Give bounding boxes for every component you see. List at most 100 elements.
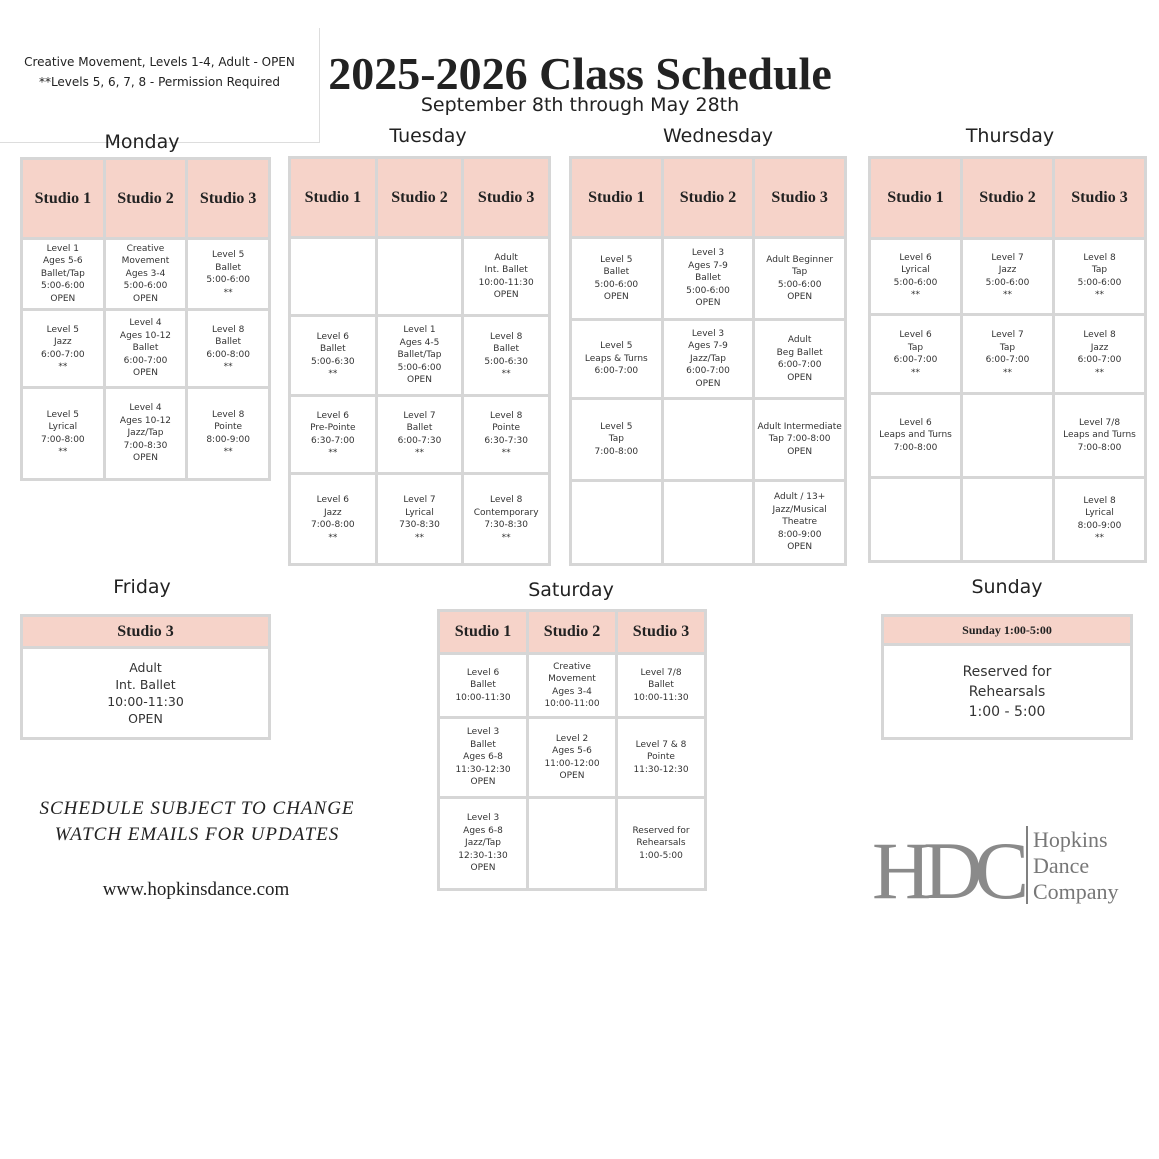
class-cell: Level 5 Jazz 6:00-7:00 ** [20, 308, 106, 389]
class-cell: Level 7 Ballet 6:00-7:30 ** [374, 394, 465, 475]
time-slot-row: Level 6 Leaps and Turns 7:00-8:00 Level 7… [868, 392, 1147, 479]
time-slot-row: Level 3 Ballet Ages 6-8 11:30-12:30 OPEN… [437, 716, 707, 799]
schedule-table-friday: Studio 3 Adult Int. Ballet 10:00-11:30 OP… [20, 614, 271, 740]
class-cell: Level 3 Ages 7-9 Jazz/Tap 6:00-7:00 OPEN [660, 318, 756, 400]
studio-header: Studio 3 [615, 609, 707, 655]
svg-text:HDC: HDC [872, 825, 1025, 908]
class-cell: Adult Beginner Tap 5:00-6:00 OPEN [752, 236, 847, 321]
studio-header-row: Studio 1 Studio 2 Studio 3 [20, 157, 271, 240]
class-cell: Level 3 Ballet Ages 6-8 11:30-12:30 OPEN [437, 716, 529, 799]
class-cell: Level 3 Ages 7-9 Ballet 5:00-6:00 OPEN [660, 236, 756, 321]
day-label-wednesday: Wednesday [662, 125, 773, 147]
class-cell: Creative Movement Ages 3-4 10:00-11:00 [526, 652, 618, 719]
studio-header: Studio 3 [461, 156, 551, 239]
schedule-table-thursday: Studio 1 Studio 2 Studio 3 Level 6 Lyrical … [868, 156, 1147, 563]
class-cell: Level 5 Tap 7:00-8:00 [569, 397, 664, 482]
class-cell: Level 7/8 Leaps and Turns 7:00-8:00 [1052, 392, 1147, 479]
studio-header: Sunday 1:00-5:00 [881, 614, 1133, 646]
studio-header: Studio 3 [185, 157, 271, 240]
enrollment-note: Creative Movement, Levels 1-4, Adult - O… [0, 28, 320, 143]
class-cell: Level 7 Lyrical 730-8:30 ** [374, 472, 465, 566]
studio-header: Studio 3 [20, 614, 271, 649]
time-slot-row: Level 1 Ages 5-6 Ballet/Tap 5:00-6:00 OP… [20, 237, 271, 311]
day-label-tuesday: Tuesday [389, 125, 467, 147]
studio-header: Studio 1 [868, 156, 963, 240]
studio-header-row: Studio 1 Studio 2 Studio 3 [437, 609, 707, 655]
class-cell: Adult Intermediate Tap 7:00-8:00 OPEN [752, 397, 847, 482]
svg-text:Company: Company [1033, 879, 1119, 904]
class-cell: Level 6 Lyrical 5:00-6:00 ** [868, 237, 963, 316]
class-cell: Level 5 Leaps & Turns 6:00-7:00 [569, 318, 664, 400]
website-link[interactable]: www.hopkinsdance.com [102, 879, 290, 900]
time-slot-row: Level 3 Ages 6-8 Jazz/Tap 12:30-1:30 OPE… [437, 796, 707, 891]
class-cell: Reserved for Rehearsals 1:00 - 5:00 [881, 643, 1133, 740]
day-label-thursday: Thursday [965, 125, 1055, 147]
schedule-table-wednesday: Studio 1 Studio 2 Studio 3 Level 5 Ballet 5… [569, 156, 847, 566]
time-slot-row: Level 6 Lyrical 5:00-6:00 ** Level 7 Jazz… [868, 237, 1147, 316]
time-slot-row: Adult / 13+ Jazz/Musical Theatre 8:00-9:… [569, 479, 847, 566]
class-cell: Level 8 Pointe 8:00-9:00 ** [185, 386, 271, 481]
class-cell: Level 4 Ages 10-12 Jazz/Tap 7:00-8:30 OP… [102, 386, 189, 481]
class-cell: Level 7/8 Ballet 10:00-11:30 [615, 652, 707, 719]
page-subtitle: September 8th through May 28th [420, 94, 740, 116]
studio-header: Studio 1 [569, 156, 664, 239]
studio-header-row: Studio 1 Studio 2 Studio 3 [569, 156, 847, 239]
empty-cell [660, 479, 756, 566]
class-cell: Level 3 Ages 6-8 Jazz/Tap 12:30-1:30 OPE… [437, 796, 529, 891]
class-cell: Level 6 Leaps and Turns 7:00-8:00 [868, 392, 963, 479]
class-cell: Adult Int. Ballet 10:00-11:30 OPEN [20, 646, 271, 740]
time-slot-row: Reserved for Rehearsals 1:00 - 5:00 [881, 643, 1133, 740]
class-cell: Level 6 Ballet 10:00-11:30 [437, 652, 529, 719]
empty-cell [960, 392, 1055, 479]
studio-header-row: Studio 3 [20, 614, 271, 649]
studio-header-row: Studio 1 Studio 2 Studio 3 [288, 156, 551, 239]
class-cell: Level 7 Tap 6:00-7:00 ** [960, 313, 1055, 395]
class-cell: Level 5 Lyrical 7:00-8:00 ** [20, 386, 106, 481]
footer-change-notice: SCHEDULE SUBJECT TO CHANGE [39, 798, 355, 819]
time-slot-row: Level 6 Jazz 7:00-8:00 ** Level 7 Lyrical… [288, 472, 551, 566]
time-slot-row: Level 6 Ballet 10:00-11:30 Creative Movem… [437, 652, 707, 719]
class-cell: Level 6 Tap 6:00-7:00 ** [868, 313, 963, 395]
class-cell: Reserved for Rehearsals 1:00-5:00 [615, 796, 707, 891]
time-slot-row: Level 8 Lyrical 8:00-9:00 ** [868, 476, 1147, 563]
class-cell: Level 8 Ballet 6:00-8:00 ** [185, 308, 271, 389]
class-cell: Level 8 Jazz 6:00-7:00 ** [1052, 313, 1147, 395]
class-cell: Creative Movement Ages 3-4 5:00-6:00 OPE… [102, 237, 189, 311]
class-cell: Level 1 Ages 4-5 Ballet/Tap 5:00-6:00 OP… [374, 314, 465, 397]
empty-cell [660, 397, 756, 482]
time-slot-row: Level 6 Tap 6:00-7:00 ** Level 7 Tap 6:00… [868, 313, 1147, 395]
studio-header-row: Studio 1 Studio 2 Studio 3 [868, 156, 1147, 240]
studio-header: Studio 2 [526, 609, 618, 655]
class-cell: Level 5 Ballet 5:00-6:00 ** [185, 237, 271, 311]
day-label-friday: Friday [113, 576, 171, 598]
day-label-monday: Monday [104, 131, 180, 153]
empty-cell [569, 479, 664, 566]
schedule-table-tuesday: Studio 1 Studio 2 Studio 3 Adult Int. Balle… [288, 156, 551, 566]
class-cell: Level 2 Ages 5-6 11:00-12:00 OPEN [526, 716, 618, 799]
class-cell: Level 8 Lyrical 8:00-9:00 ** [1052, 476, 1147, 563]
empty-cell [288, 236, 378, 317]
note-line-2: **Levels 5, 6, 7, 8 - Permission Require… [38, 75, 281, 89]
class-cell: Level 4 Ages 10-12 Ballet 6:00-7:00 OPEN [102, 308, 189, 389]
empty-cell [374, 236, 465, 317]
schedule-table-sunday: Sunday 1:00-5:00 Reserved for Rehearsals … [881, 614, 1133, 740]
time-slot-row: Level 5 Ballet 5:00-6:00 OPEN Level 3 Age… [569, 236, 847, 321]
day-label-saturday: Saturday [528, 579, 614, 601]
studio-header: Studio 2 [960, 156, 1055, 240]
empty-cell [868, 476, 963, 563]
class-cell: Level 6 Pre-Pointe 6:30-7:00 ** [288, 394, 378, 475]
studio-header: Studio 3 [1052, 156, 1147, 240]
class-cell: Level 6 Jazz 7:00-8:00 ** [288, 472, 378, 566]
empty-cell [526, 796, 618, 891]
studio-header: Studio 1 [20, 157, 106, 240]
svg-text:Hopkins: Hopkins [1033, 827, 1108, 852]
studio-header: Studio 2 [102, 157, 189, 240]
schedule-table-saturday: Studio 1 Studio 2 Studio 3 Level 6 Ballet 1… [437, 609, 707, 891]
studio-header-row: Sunday 1:00-5:00 [881, 614, 1133, 646]
footer-email-notice: WATCH EMAILS FOR UPDATES [54, 824, 340, 845]
studio-header: Studio 1 [437, 609, 529, 655]
studio-header: Studio 3 [752, 156, 847, 239]
class-cell: Adult Beg Ballet 6:00-7:00 OPEN [752, 318, 847, 400]
svg-text:Dance: Dance [1033, 853, 1089, 878]
class-cell: Level 8 Contemporary 7:30-8:30 ** [461, 472, 551, 566]
